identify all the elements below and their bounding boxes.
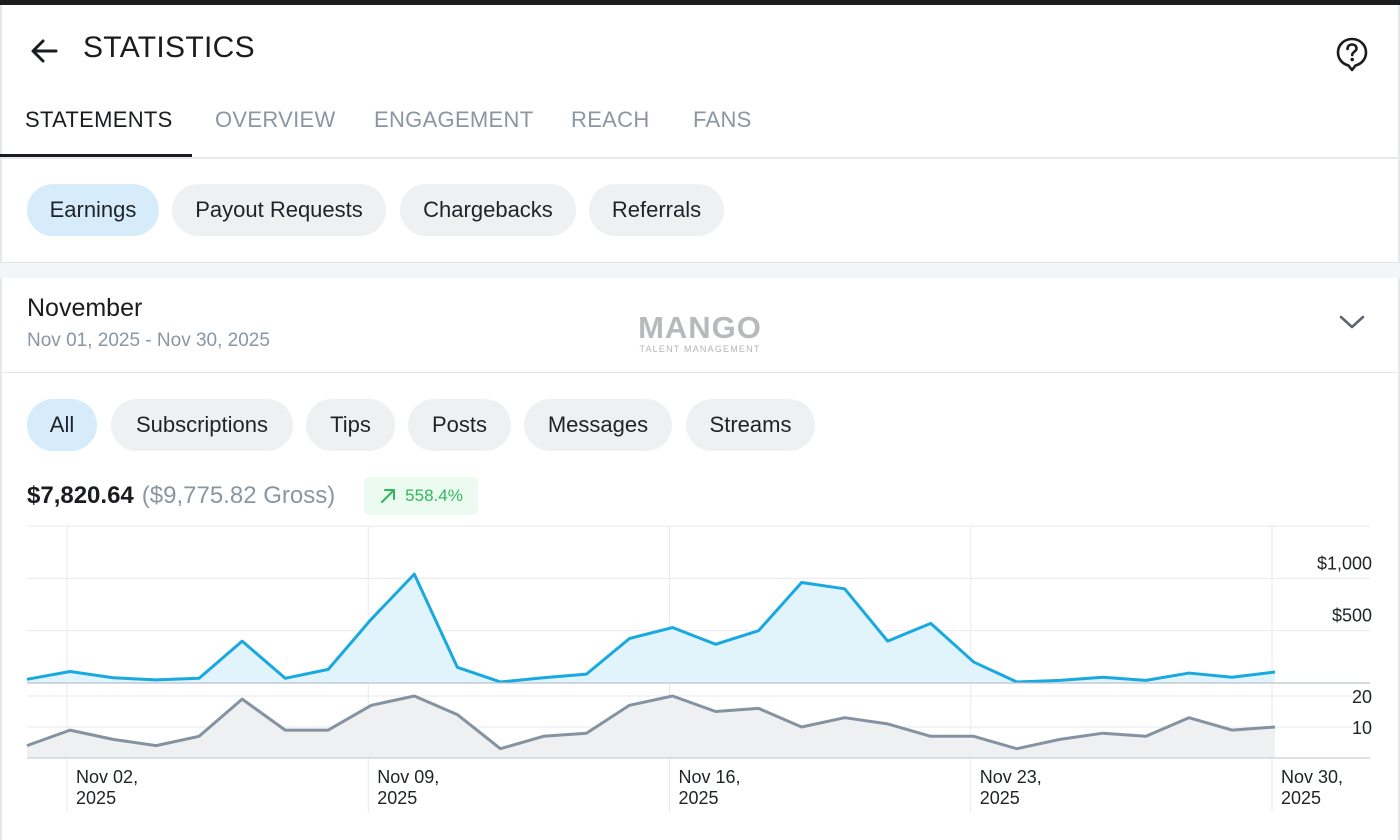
active-tab-indicator [0, 154, 192, 157]
x-tick-label: Nov 16, [679, 767, 741, 787]
x-tick-year: 2025 [377, 788, 417, 808]
help-icon [1336, 37, 1368, 72]
x-tick-label: Nov 30, [1281, 767, 1343, 787]
page-title: STATISTICS [83, 31, 255, 64]
x-tick-label: Nov 09, [377, 767, 439, 787]
tab-reach[interactable]: REACH [571, 107, 650, 132]
x-tick-label: Nov 23, [980, 767, 1042, 787]
frame-edge-right [1398, 5, 1400, 840]
type-all[interactable]: All [27, 399, 97, 451]
period-date-range: Nov 01, 2025 - Nov 30, 2025 [27, 330, 270, 351]
x-tick-year: 2025 [1281, 788, 1321, 808]
gross-earnings: ($9,775.82 Gross) [141, 482, 336, 509]
period-name: November [27, 294, 143, 322]
filter-referrals[interactable]: Referrals [589, 184, 724, 236]
earnings-series-line [26, 572, 1276, 684]
statistics-tabs: STATEMENTS OVERVIEW ENGAGEMENT REACH FAN… [0, 95, 1400, 159]
earnings-y-tick: $1,000 [1317, 553, 1372, 573]
section-divider [0, 262, 1400, 278]
counts-y-tick: 10 [1352, 718, 1372, 738]
chevron-down-icon [1339, 315, 1365, 329]
counts-series-line [26, 694, 1276, 751]
x-tick-label: Nov 02, [76, 767, 138, 787]
trend-up-icon [381, 489, 396, 503]
filter-payout-requests[interactable]: Payout Requests [172, 184, 386, 236]
frame-edge-left [0, 5, 2, 840]
tab-statements[interactable]: STATEMENTS [25, 107, 173, 132]
type-subscriptions[interactable]: Subscriptions [111, 399, 293, 451]
back-button[interactable] [22, 31, 66, 71]
tab-fans[interactable]: FANS [693, 107, 752, 132]
x-tick-year: 2025 [76, 788, 116, 808]
period-selector[interactable]: November Nov 01, 2025 - Nov 30, 2025 MAN… [0, 277, 1400, 373]
type-messages[interactable]: Messages [524, 399, 672, 451]
watermark-logo-sub: TALENT MANAGEMENT [639, 344, 761, 354]
filter-earnings[interactable]: Earnings [27, 184, 159, 236]
type-posts[interactable]: Posts [408, 399, 511, 451]
earnings-area [27, 574, 1275, 683]
page-header: STATISTICS [0, 5, 1400, 95]
tab-engagement[interactable]: ENGAGEMENT [374, 107, 534, 132]
earnings-y-tick: $1,500 [1317, 520, 1372, 521]
type-tips[interactable]: Tips [306, 399, 395, 451]
watermark-logo: MANGO TALENT MANAGEMENT [600, 310, 800, 355]
tab-overview[interactable]: OVERVIEW [215, 107, 336, 132]
window-top-bar [0, 0, 1400, 5]
watermark-logo-main: MANGO [638, 310, 762, 345]
x-tick-year: 2025 [679, 788, 719, 808]
change-percent: 558.4% [405, 486, 463, 505]
x-tick-year: 2025 [980, 788, 1020, 808]
earnings-totals: $7,820.64 ($9,775.82 Gross) [27, 480, 335, 512]
earnings-y-tick: $500 [1332, 606, 1372, 626]
net-earnings: $7,820.64 [27, 482, 134, 509]
counts-y-tick: 20 [1352, 687, 1372, 707]
filter-chargebacks[interactable]: Chargebacks [400, 184, 576, 236]
type-streams[interactable]: Streams [686, 399, 815, 451]
change-badge: 558.4% [364, 477, 478, 515]
arrow-left-icon [31, 39, 58, 63]
help-button[interactable] [1330, 32, 1374, 76]
counts-area [27, 696, 1275, 758]
